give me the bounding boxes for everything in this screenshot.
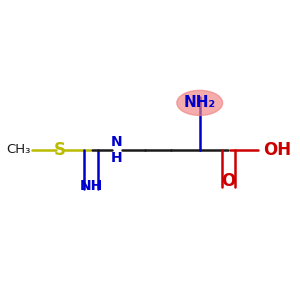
Text: NH₂: NH₂ [184,95,216,110]
Ellipse shape [177,90,223,116]
Text: OH: OH [263,141,291,159]
Text: O: O [221,172,236,190]
Text: CH₃: CH₃ [7,143,31,157]
Text: N: N [111,134,123,148]
Text: S: S [53,141,65,159]
Text: H: H [111,152,123,166]
Text: NH: NH [80,179,103,193]
